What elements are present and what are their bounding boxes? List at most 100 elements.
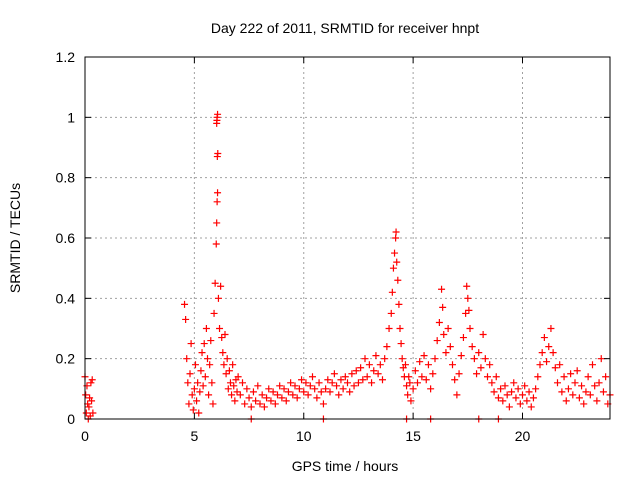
data-point bbox=[205, 391, 213, 399]
data-point bbox=[374, 370, 382, 378]
data-point bbox=[319, 400, 327, 408]
data-point bbox=[392, 228, 400, 236]
data-point bbox=[512, 394, 520, 402]
data-point bbox=[313, 394, 321, 402]
data-point bbox=[201, 373, 209, 381]
data-point bbox=[575, 394, 583, 402]
data-point bbox=[475, 349, 483, 357]
data-point bbox=[551, 364, 559, 372]
data-point bbox=[484, 373, 491, 381]
data-point bbox=[210, 309, 218, 317]
data-point bbox=[326, 388, 334, 396]
data-point bbox=[302, 379, 310, 387]
data-point bbox=[309, 373, 316, 381]
axis-ticks: 0 0.2 0.4 0.6 0.8 1 1.2 0 5 10 15 20 bbox=[56, 49, 610, 444]
data-point bbox=[420, 352, 428, 360]
data-point bbox=[401, 361, 409, 369]
data-point bbox=[595, 379, 603, 387]
data-point bbox=[289, 391, 297, 399]
data-point bbox=[446, 343, 454, 351]
data-point bbox=[89, 409, 97, 417]
data-point bbox=[372, 352, 380, 360]
y-axis-label: SRMTID / TECUs bbox=[7, 183, 23, 293]
data-point bbox=[387, 309, 395, 317]
data-point bbox=[236, 391, 244, 399]
data-point bbox=[213, 198, 221, 206]
data-point bbox=[394, 276, 402, 284]
data-point bbox=[291, 382, 299, 390]
data-point bbox=[263, 394, 271, 402]
plot-frame bbox=[84, 56, 611, 420]
data-point bbox=[269, 388, 277, 396]
data-point bbox=[389, 264, 397, 272]
data-point bbox=[354, 379, 362, 387]
data-point bbox=[431, 355, 439, 363]
data-point bbox=[188, 391, 196, 399]
data-point bbox=[228, 391, 236, 399]
data-point bbox=[191, 361, 199, 369]
data-point bbox=[435, 318, 443, 326]
data-point bbox=[397, 340, 405, 348]
data-point bbox=[449, 361, 456, 369]
data-point bbox=[350, 382, 358, 390]
y-tick-label: 1.2 bbox=[56, 49, 76, 65]
data-point bbox=[247, 403, 255, 411]
y-tick-label: 0.8 bbox=[56, 170, 76, 186]
data-point bbox=[363, 373, 371, 381]
data-point bbox=[348, 370, 356, 378]
data-point bbox=[230, 382, 238, 390]
y-tick-label: 0.2 bbox=[56, 351, 76, 367]
data-point bbox=[523, 397, 531, 405]
data-point bbox=[346, 388, 354, 396]
data-point bbox=[274, 391, 281, 399]
data-point bbox=[225, 367, 233, 375]
data-point bbox=[370, 367, 378, 375]
data-point bbox=[414, 379, 421, 387]
data-point bbox=[317, 388, 325, 396]
data-point bbox=[233, 388, 241, 396]
data-point bbox=[444, 325, 452, 332]
data-point bbox=[529, 394, 537, 402]
data-point bbox=[545, 343, 553, 351]
data-point bbox=[536, 361, 544, 369]
data-point bbox=[226, 379, 234, 387]
data-point bbox=[282, 397, 290, 405]
data-point bbox=[322, 385, 330, 393]
data-point bbox=[525, 388, 533, 396]
data-point bbox=[206, 361, 214, 369]
data-point bbox=[591, 382, 599, 390]
data-point bbox=[330, 370, 338, 378]
data-point bbox=[503, 391, 511, 399]
data-point bbox=[599, 388, 607, 396]
data-point bbox=[540, 334, 548, 342]
x-tick-label: 15 bbox=[405, 428, 421, 444]
data-point bbox=[194, 379, 202, 387]
data-point bbox=[187, 340, 195, 348]
data-point bbox=[508, 388, 516, 396]
data-point bbox=[315, 379, 323, 387]
data-point bbox=[567, 370, 575, 378]
data-point bbox=[597, 355, 605, 363]
data-point bbox=[527, 403, 535, 411]
data-point bbox=[494, 394, 502, 402]
data-point bbox=[586, 391, 594, 399]
data-point bbox=[211, 279, 219, 287]
data-point bbox=[388, 288, 396, 296]
data-point bbox=[457, 352, 465, 360]
data-point bbox=[459, 334, 467, 342]
data-point bbox=[453, 391, 461, 399]
data-point bbox=[260, 403, 268, 411]
data-point bbox=[554, 379, 561, 387]
data-point bbox=[216, 325, 224, 332]
data-point bbox=[245, 394, 253, 402]
data-point bbox=[276, 382, 284, 390]
data-point bbox=[295, 385, 303, 393]
data-point bbox=[182, 315, 190, 323]
data-point bbox=[213, 116, 221, 124]
data-point bbox=[368, 379, 376, 387]
data-point bbox=[505, 403, 513, 411]
data-point bbox=[185, 400, 193, 408]
data-point bbox=[85, 403, 93, 411]
data-point bbox=[344, 379, 351, 387]
